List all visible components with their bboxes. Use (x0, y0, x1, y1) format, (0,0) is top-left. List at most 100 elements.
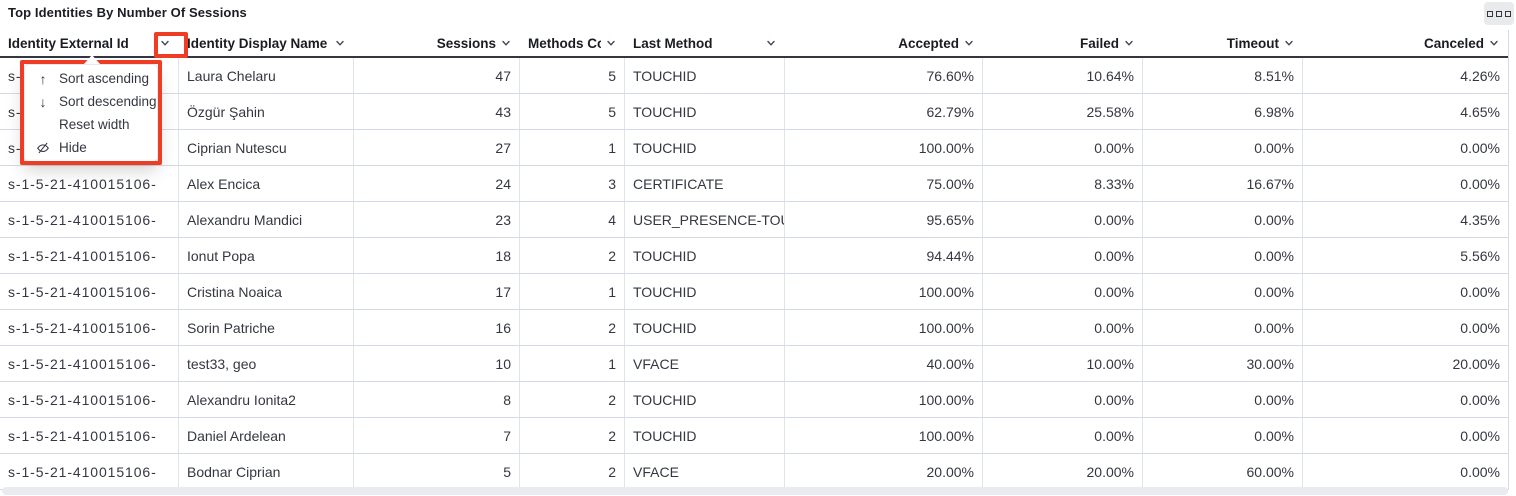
table-cell: Laura Chelaru (179, 58, 354, 93)
column-header-identity-display-name[interactable]: Identity Display Name (179, 30, 354, 56)
table-cell: 95.65% (785, 202, 983, 237)
table-cell: 100.00% (785, 274, 983, 309)
table-cell: 10 (354, 346, 520, 381)
table-cell: 0.00% (1143, 238, 1303, 273)
column-header-canceled[interactable]: Canceled (1303, 30, 1508, 56)
table-cell: 0.00% (983, 418, 1143, 453)
column-header-sessions[interactable]: Sessions (354, 30, 520, 56)
column-header-methods-count[interactable]: Methods Count (520, 30, 625, 56)
table-row: s-1-5-21-410015106- Alexandru Ionita2 8 2 TO… (0, 382, 1508, 418)
table-cell: s-1-5-21-410015106- (0, 202, 179, 237)
table-cell: 1 (520, 274, 625, 309)
table-cell: Alexandru Ionita2 (179, 382, 354, 417)
chevron-down-icon[interactable] (159, 37, 171, 49)
panel-options-button[interactable] (1484, 2, 1514, 25)
table-cell: 8 (354, 382, 520, 417)
table-cell: 25.58% (983, 94, 1143, 129)
table-cell: s-1-5-21-410015106- (0, 310, 179, 345)
table-cell: TOUCHID (625, 130, 785, 165)
table-cell: 0.00% (1460, 319, 1500, 336)
table-cell: 0.00% (1460, 283, 1500, 300)
chevron-down-icon[interactable] (1488, 37, 1500, 49)
chevron-down-icon[interactable] (765, 37, 777, 49)
table-cell: 0.00% (1143, 274, 1303, 309)
table-cell: 5 (520, 94, 625, 129)
table-cell: Alex Encica (179, 166, 354, 201)
chevron-down-icon[interactable] (500, 37, 512, 49)
table-cell: VFACE (625, 454, 785, 489)
table-cell: TOUCHID (625, 94, 785, 129)
table-cell: Ciprian Nutescu (179, 130, 354, 165)
table-cell: TOUCHID (625, 418, 785, 453)
menu-item-label: Sort descending (59, 94, 157, 109)
table-cell: 75.00% (785, 166, 983, 201)
chevron-down-icon[interactable] (605, 37, 617, 49)
popover-caret (84, 55, 100, 64)
table-cell: 10.64% (983, 58, 1143, 93)
table-cell: 0.00% (1143, 310, 1303, 345)
menu-item-reset-width[interactable]: Reset width (25, 113, 157, 136)
table-cell: s-1-5-21-410015106- (0, 346, 179, 381)
horizontal-scrollbar[interactable] (2, 487, 1508, 495)
column-header-timeout[interactable]: Timeout (1143, 30, 1303, 56)
table-cell: Sorin Patriche (179, 310, 354, 345)
panel-title: Top Identities By Number Of Sessions (8, 5, 247, 20)
table-cell: 5 (354, 454, 520, 489)
table-cell: 100.00% (785, 382, 983, 417)
table-cell: 62.79% (785, 94, 983, 129)
column-header-label: Timeout (1226, 35, 1279, 51)
table-cell: s-1-5-21-410015106- (0, 166, 179, 201)
table-cell: 0.00% (1460, 391, 1500, 408)
boxes-horizontal-icon (1487, 10, 1511, 17)
column-header-accepted[interactable]: Accepted (785, 30, 983, 56)
table-cell: TOUCHID (625, 274, 785, 309)
table-cell: 27 (354, 130, 520, 165)
chevron-down-icon[interactable] (1123, 37, 1135, 49)
table-cell: test33, geo (179, 346, 354, 381)
column-header-label: Failed (1079, 35, 1119, 51)
menu-item-sort-descending[interactable]: ↓ Sort descending (25, 90, 157, 113)
table-cell: 0.00% (983, 130, 1143, 165)
table-row: s-1-5-21-410015106- test33, geo 10 1 VFACE 40… (0, 346, 1508, 382)
column-header-last-method[interactable]: Last Method (625, 30, 785, 56)
table-cell: 8.33% (983, 166, 1143, 201)
menu-item-hide[interactable]: Hide (25, 136, 157, 159)
table-cell: 0.00% (1143, 418, 1303, 453)
chevron-down-icon[interactable] (334, 37, 346, 49)
table-cell: Daniel Ardelean (179, 418, 354, 453)
table-cell: Bodnar Ciprian (179, 454, 354, 489)
table-cell: 0.00% (983, 382, 1143, 417)
table-cell: 2 (520, 310, 625, 345)
table-cell: 2 (520, 382, 625, 417)
table-cell: s-1-5-21-410015106- (0, 418, 179, 453)
table-cell: 5 (520, 58, 625, 93)
chevron-down-icon[interactable] (963, 37, 975, 49)
table-cell: 4.65% (1460, 103, 1500, 120)
table-cell: 0.00% (1460, 427, 1500, 444)
table-cell: 0.00% (1143, 130, 1303, 165)
table-row: s-1-5-21-410015106- Bodnar Ciprian 5 2 VFACE… (0, 454, 1508, 490)
table-cell: 20.00% (1452, 355, 1500, 372)
table-cell: 2 (520, 418, 625, 453)
table-cell: TOUCHID (625, 382, 785, 417)
table-cell: 43 (354, 94, 520, 129)
arrow-down-icon: ↓ (39, 93, 47, 110)
table-cell: 5.56% (1460, 247, 1500, 264)
table-body: s-1-5-21-410015106-Laura Chelaru475TOUCH… (0, 58, 1508, 490)
table-cell: 0.00% (983, 274, 1143, 309)
table-cell: 4 (520, 202, 625, 237)
chevron-down-icon[interactable] (1283, 37, 1295, 49)
table-cell: USER_PRESENCE-TOUC (625, 202, 785, 237)
table-cell: 94.44% (785, 238, 983, 273)
table-row: s-1-5-21-410015106- Alex Encica 24 3 CERTIFI… (0, 166, 1508, 202)
table-cell: s-1-5-21-410015106- (0, 238, 179, 273)
table-cell: 0.00% (983, 310, 1143, 345)
column-header-label: Last Method (633, 35, 713, 51)
menu-item-sort-ascending[interactable]: ↑ Sort ascending (25, 67, 157, 90)
table-row: s-1-5-21-410015106-Özgür Şahin435TOUCHID… (0, 94, 1508, 130)
table-cell: Cristina Noaica (179, 274, 354, 309)
table-cell: Özgür Şahin (179, 94, 354, 129)
column-header-failed[interactable]: Failed (983, 30, 1143, 56)
table-cell: 2 (520, 454, 625, 489)
column-header-identity-external-id[interactable]: Identity External Id (0, 30, 179, 56)
